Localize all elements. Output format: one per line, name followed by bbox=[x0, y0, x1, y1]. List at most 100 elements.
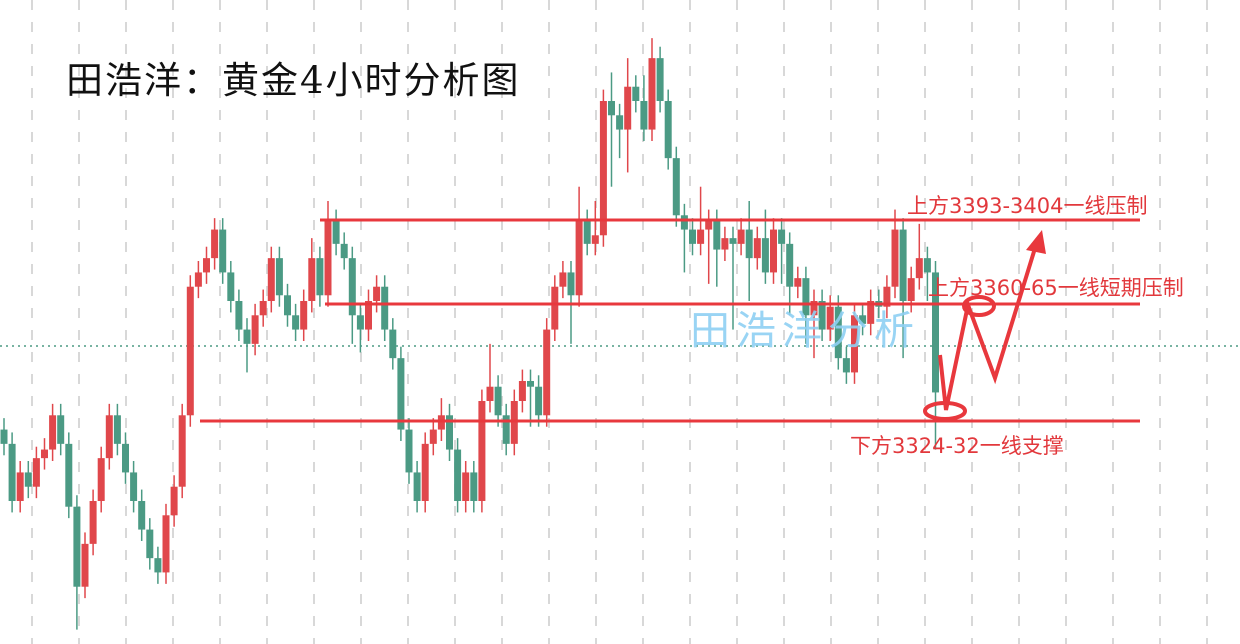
candle-body bbox=[97, 458, 105, 501]
candle-body bbox=[8, 443, 16, 501]
candle-body bbox=[899, 229, 907, 301]
candle-body bbox=[502, 415, 510, 444]
candle-body bbox=[664, 101, 672, 159]
candle-body bbox=[859, 315, 867, 324]
candle-body bbox=[113, 415, 121, 444]
candle-body bbox=[575, 221, 583, 296]
grid bbox=[31, 0, 1208, 644]
candle-body bbox=[810, 301, 818, 316]
candle-body bbox=[591, 235, 599, 244]
candle-body bbox=[494, 386, 502, 416]
candle-body bbox=[753, 238, 761, 259]
candle-body bbox=[259, 301, 267, 316]
candle-body bbox=[227, 272, 235, 301]
candle-body bbox=[907, 278, 915, 301]
candle-body bbox=[932, 272, 939, 393]
candle-body bbox=[316, 258, 324, 296]
candle-body bbox=[421, 443, 429, 501]
candle-body bbox=[348, 258, 356, 316]
candle-body bbox=[802, 278, 810, 316]
candle-body bbox=[81, 543, 89, 587]
arrowhead-icon bbox=[1026, 230, 1046, 254]
candle-body bbox=[429, 429, 437, 444]
candle-body bbox=[672, 158, 680, 216]
candle-body bbox=[867, 301, 875, 324]
candle-body bbox=[332, 221, 340, 244]
candle-body bbox=[705, 221, 713, 230]
candle-body bbox=[381, 286, 389, 330]
candle-body bbox=[373, 286, 381, 301]
candle-body bbox=[16, 472, 24, 501]
level-label-upper-resistance: 上方3393-3404一线压制 bbox=[907, 194, 1148, 218]
candle-body bbox=[761, 238, 769, 273]
candle-body bbox=[834, 306, 842, 359]
candle-body bbox=[178, 415, 186, 487]
candle-body bbox=[616, 115, 624, 130]
candle-body bbox=[32, 458, 40, 487]
candle-body bbox=[842, 358, 850, 373]
candle-body bbox=[640, 101, 648, 130]
candle-body bbox=[73, 506, 81, 587]
candle-body bbox=[737, 229, 745, 244]
candle-body bbox=[65, 443, 73, 507]
candle-body bbox=[599, 101, 607, 236]
candle-body bbox=[24, 472, 32, 487]
candle-body bbox=[567, 272, 575, 296]
candle-body bbox=[170, 486, 178, 516]
candle-body bbox=[689, 229, 696, 244]
candle-body bbox=[915, 258, 923, 279]
candle-body bbox=[130, 472, 138, 501]
candle-body bbox=[122, 443, 129, 473]
candle-body bbox=[729, 238, 737, 244]
candle-body bbox=[89, 501, 97, 544]
candle-body bbox=[826, 306, 834, 330]
candle-body bbox=[851, 315, 858, 373]
watermark: 田浩洋分析 bbox=[690, 308, 920, 354]
forecast-path-arrow bbox=[938, 244, 1038, 411]
candle-body bbox=[518, 381, 526, 401]
candle-body bbox=[186, 286, 194, 416]
candle-body bbox=[292, 315, 300, 330]
candle-body bbox=[219, 229, 227, 273]
candle-body bbox=[235, 301, 243, 330]
candle-body bbox=[454, 449, 462, 501]
candle-body bbox=[243, 329, 251, 344]
candle-body bbox=[527, 381, 534, 387]
candle-body bbox=[697, 229, 705, 244]
candle-body bbox=[462, 472, 470, 501]
candle-body bbox=[105, 415, 113, 459]
candle-body bbox=[543, 329, 551, 416]
candle-body bbox=[356, 315, 364, 330]
candle-body bbox=[721, 238, 729, 250]
candle-body bbox=[138, 501, 146, 530]
candle-body bbox=[656, 58, 664, 101]
candle-body bbox=[203, 258, 210, 273]
candle-body bbox=[551, 286, 559, 330]
candle-body bbox=[680, 215, 688, 230]
resistance-circle bbox=[962, 295, 996, 317]
candle-body bbox=[883, 286, 891, 307]
candle-body bbox=[49, 415, 57, 450]
candle-body bbox=[770, 229, 777, 273]
candle-body bbox=[41, 449, 48, 459]
chart-title: 田浩洋：黄金4小时分析图 bbox=[66, 59, 521, 102]
candle-body bbox=[146, 529, 154, 559]
candle-body bbox=[713, 221, 721, 250]
candle-body bbox=[446, 415, 453, 450]
candle-body bbox=[478, 401, 486, 501]
candle-body bbox=[405, 429, 413, 473]
candle-body bbox=[648, 58, 656, 130]
candle-body bbox=[324, 221, 332, 296]
candle-body bbox=[786, 243, 794, 287]
candle-body bbox=[284, 295, 291, 316]
candle-body bbox=[583, 221, 591, 244]
candle-body bbox=[818, 301, 826, 330]
candle-body bbox=[486, 386, 494, 401]
candle-body bbox=[194, 272, 202, 287]
candle-body bbox=[267, 258, 275, 301]
candle-body bbox=[365, 301, 372, 330]
candle-body bbox=[251, 315, 259, 344]
candle-body bbox=[340, 243, 348, 259]
candle-body bbox=[300, 301, 308, 330]
